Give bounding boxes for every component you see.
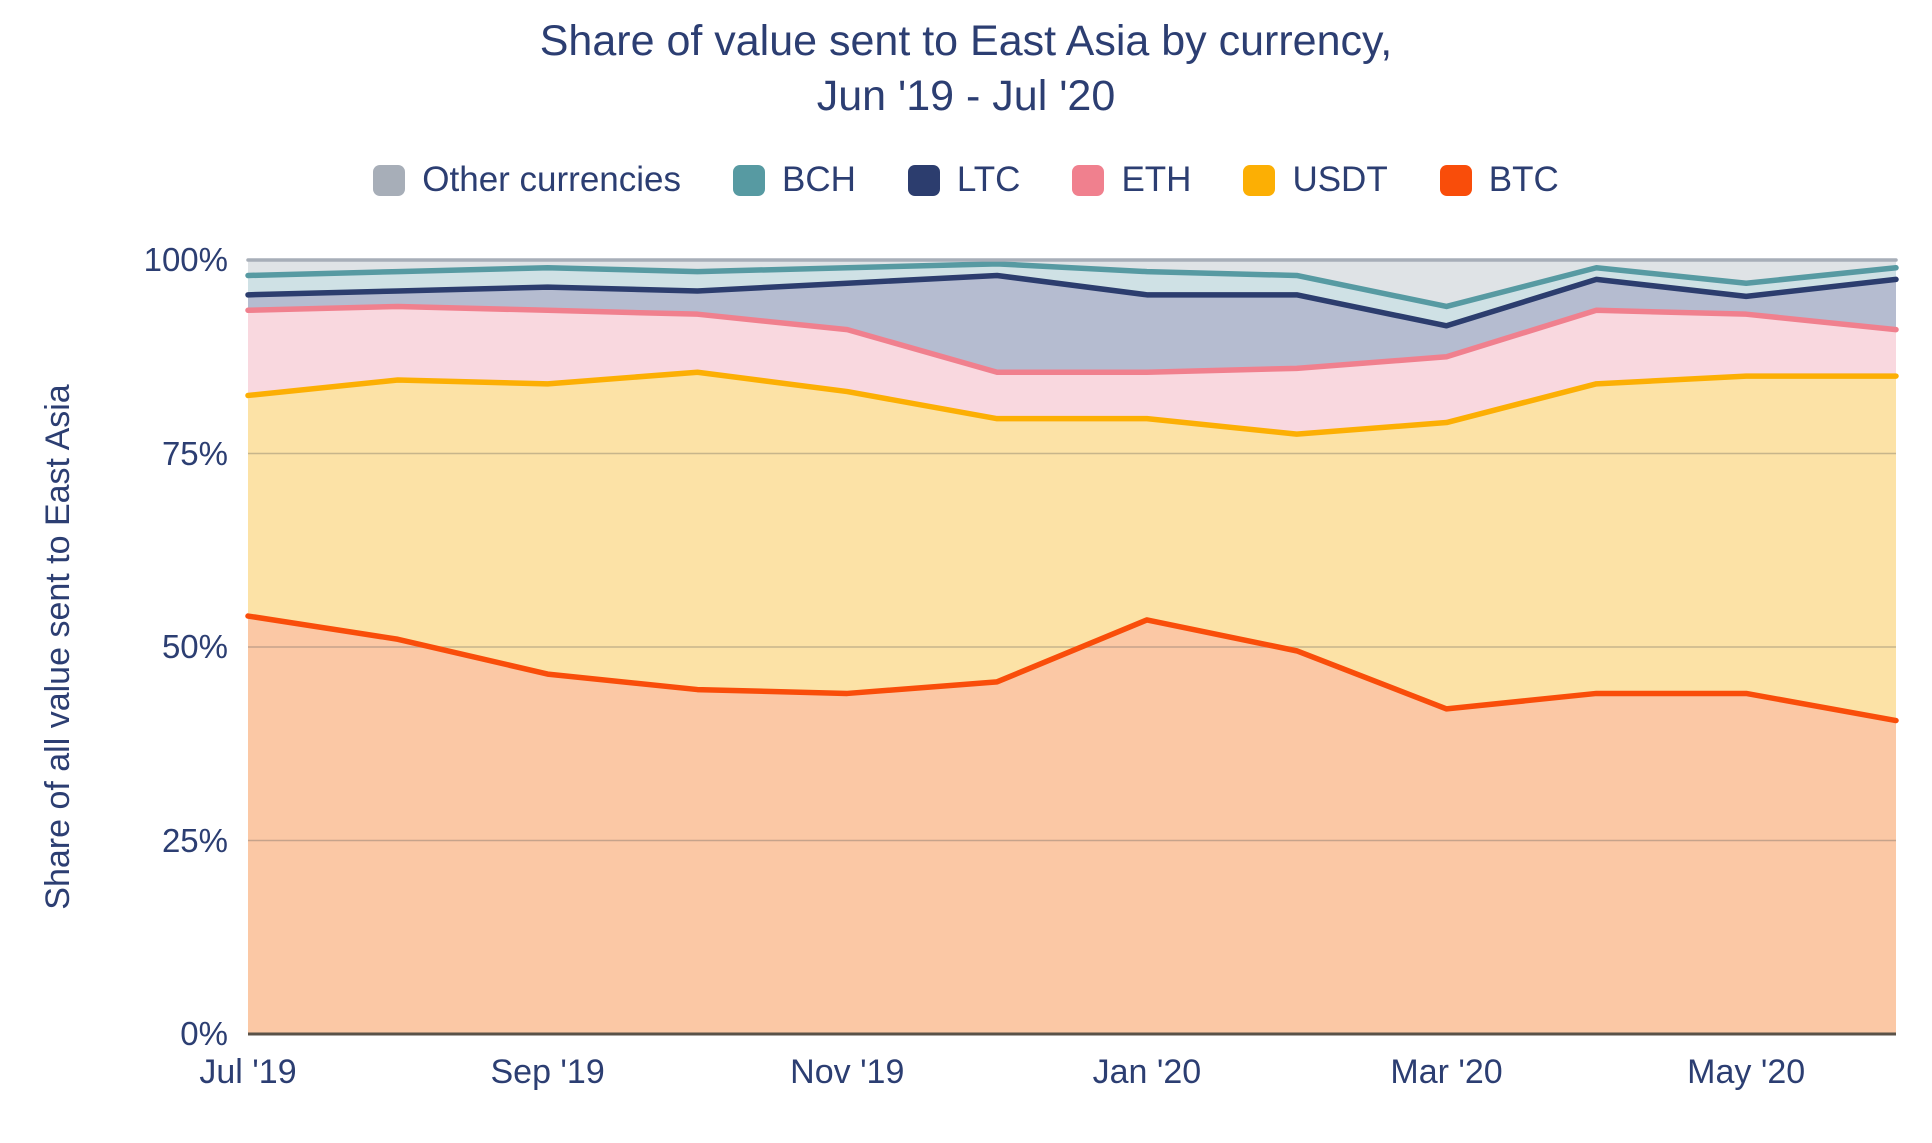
legend-label-btc: BTC [1488, 160, 1559, 199]
legend-item-usdt[interactable]: USDT [1243, 160, 1388, 200]
legend-label-ltc: LTC [956, 160, 1021, 199]
line-bch [245, 261, 1899, 310]
legend-item-bch[interactable]: BCH [733, 160, 856, 200]
legend-item-other-currencies[interactable]: Other currencies [373, 160, 681, 200]
legend-item-ltc[interactable]: LTC [907, 160, 1021, 200]
y-tick-label-50%: 50% [161, 628, 228, 665]
legend-swatch-other-currencies [373, 164, 406, 196]
line-eth [245, 303, 1899, 375]
area-btc [248, 616, 1896, 1034]
legend-swatch-usdt [1243, 164, 1276, 196]
legend-label-eth: ETH [1121, 160, 1192, 199]
legend-item-btc[interactable]: BTC [1439, 160, 1559, 200]
area-ltc [248, 275, 1896, 373]
line-btc [245, 613, 1899, 724]
legend: Other currencies BCH LTC ETH USDT BTC [0, 160, 1932, 200]
chart-title-line-2: Jun '19 - Jul '20 [816, 72, 1116, 120]
x-tick-label-Jan20: Jan '20 [1092, 1053, 1202, 1091]
chart-title-line-1: Share of value sent to East Asia by curr… [539, 17, 1393, 65]
legend-label-usdt: USDT [1292, 160, 1388, 199]
x-tick-label-Nov19: Nov '19 [790, 1053, 905, 1091]
legend-label-bch: BCH [782, 160, 856, 199]
legend-swatch-bch [733, 164, 765, 196]
y-tick-label-75%: 75% [161, 434, 228, 472]
y-tick-label-25%: 25% [161, 821, 228, 859]
area-usdt [248, 372, 1896, 721]
legend-swatch-ltc [907, 164, 940, 196]
area-bch [248, 263, 1896, 326]
x-tick-label-Jul19: Jul '19 [199, 1053, 297, 1091]
line-ltc [245, 272, 1899, 329]
x-tick-label-May20: May '20 [1687, 1053, 1806, 1091]
x-tick-label-Sep19: Sep '19 [490, 1053, 605, 1091]
y-tick-label-100%: 100% [143, 241, 228, 278]
legend-swatch-btc [1439, 164, 1472, 196]
area-eth [248, 306, 1896, 435]
y-tick-label-0%: 0% [180, 1015, 228, 1052]
legend-label-other-currencies: Other currencies [422, 160, 681, 199]
x-tick-label-Mar20: Mar '20 [1390, 1053, 1503, 1091]
chart-title: Share of value sent to East Asia by curr… [0, 14, 1932, 124]
legend-swatch-eth [1072, 164, 1105, 196]
line-usdt [245, 369, 1899, 437]
legend-item-eth[interactable]: ETH [1072, 160, 1191, 200]
